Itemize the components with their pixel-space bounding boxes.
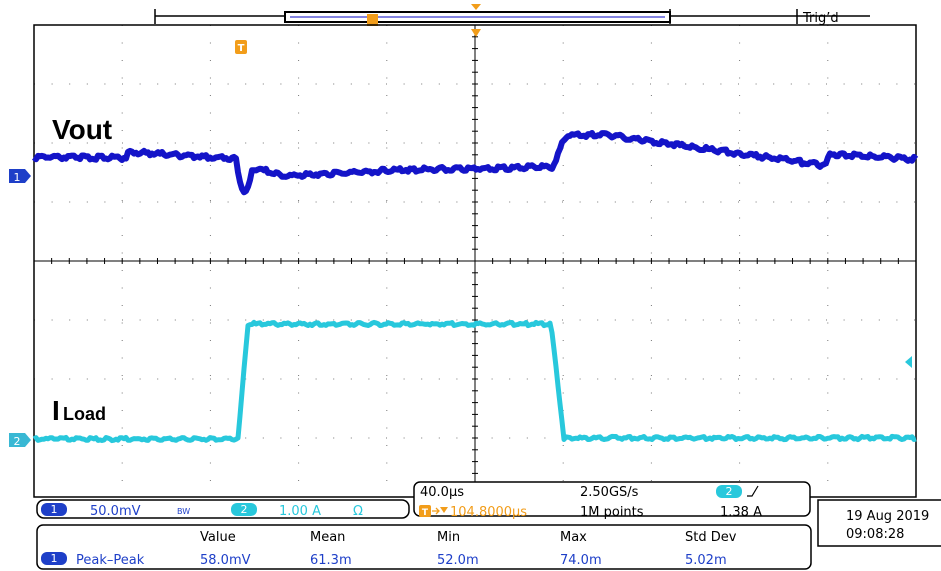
- measurement-name: Peak–Peak: [76, 553, 145, 568]
- measurement-value: 58.0mV: [200, 553, 251, 568]
- ch2-marker[interactable]: 2: [9, 433, 31, 448]
- trigger-slope-icon: [747, 485, 759, 497]
- measurement-stddev: 5.02m: [685, 553, 727, 568]
- ch2-label-main: I: [52, 395, 60, 426]
- channel-settings-box[interactable]: [36, 499, 410, 519]
- ch1-bandwidth-icon: BW: [177, 507, 190, 516]
- measurement-channel: 1: [51, 552, 58, 565]
- timebase-box[interactable]: [413, 481, 811, 517]
- trigger-delay-icon: T: [419, 505, 448, 518]
- ch2-scale: 1.00 A: [279, 504, 321, 519]
- trigger-level: 1.38 A: [720, 505, 762, 520]
- measurement-mean: 61.3m: [310, 553, 352, 568]
- record-length: 1M points: [580, 505, 644, 520]
- svg-text:2: 2: [726, 485, 733, 498]
- svg-text:1: 1: [14, 171, 21, 184]
- ch1-scale: 50.0mV: [90, 504, 141, 519]
- record-trigger-marker: [367, 14, 378, 26]
- ch1-waveform: [31, 130, 919, 196]
- ch1-label: Vout: [52, 114, 112, 145]
- horizontal-scale: 40.0µs: [420, 485, 464, 500]
- measurement-header: Min: [437, 530, 460, 545]
- measurement-min: 52.0m: [437, 553, 479, 568]
- measurement-header: Mean: [310, 530, 345, 545]
- trigger-position-top: [471, 4, 481, 10]
- trigger-level-icon[interactable]: [905, 356, 912, 368]
- date: 19 Aug 2019: [846, 509, 929, 524]
- record-view-bar[interactable]: [154, 4, 870, 26]
- svg-text:1: 1: [51, 503, 58, 516]
- trigger-delay: 104.8000µs: [450, 505, 527, 520]
- time: 09:08:28: [846, 527, 904, 542]
- graticule: [33, 24, 917, 498]
- measurement-table[interactable]: [36, 524, 812, 570]
- measurement-channel-badge: [41, 552, 67, 565]
- svg-text:2: 2: [14, 435, 21, 448]
- ch1-badge[interactable]: 1: [41, 503, 67, 516]
- trigger-status: Trig’d: [802, 11, 839, 26]
- ch2-badge[interactable]: 2: [231, 503, 257, 516]
- svg-text:2: 2: [241, 503, 248, 516]
- svg-text:T: T: [422, 508, 429, 518]
- sample-rate: 2.50GS/s: [580, 485, 639, 500]
- ch2-coupling-icon: Ω: [353, 504, 363, 519]
- trigger-source-badge[interactable]: 2: [716, 485, 742, 498]
- measurement-header: Std Dev: [685, 530, 737, 545]
- measurement-row[interactable]: 1 Peak–Peak 58.0mV 61.3m 52.0m 74.0m 5.0…: [41, 552, 727, 568]
- ch1-marker[interactable]: 1: [9, 169, 31, 184]
- measurement-header: Max: [560, 530, 587, 545]
- ch2-label-sub: Load: [63, 404, 106, 424]
- ch2-waveform: [32, 319, 917, 444]
- measurement-header: Value: [200, 530, 236, 545]
- measurement-max: 74.0m: [560, 553, 602, 568]
- trigger-position-icon[interactable]: [471, 29, 481, 37]
- datetime-box: [817, 499, 941, 547]
- trigger-marker-icon[interactable]: T: [235, 40, 247, 54]
- svg-text:T: T: [238, 43, 245, 54]
